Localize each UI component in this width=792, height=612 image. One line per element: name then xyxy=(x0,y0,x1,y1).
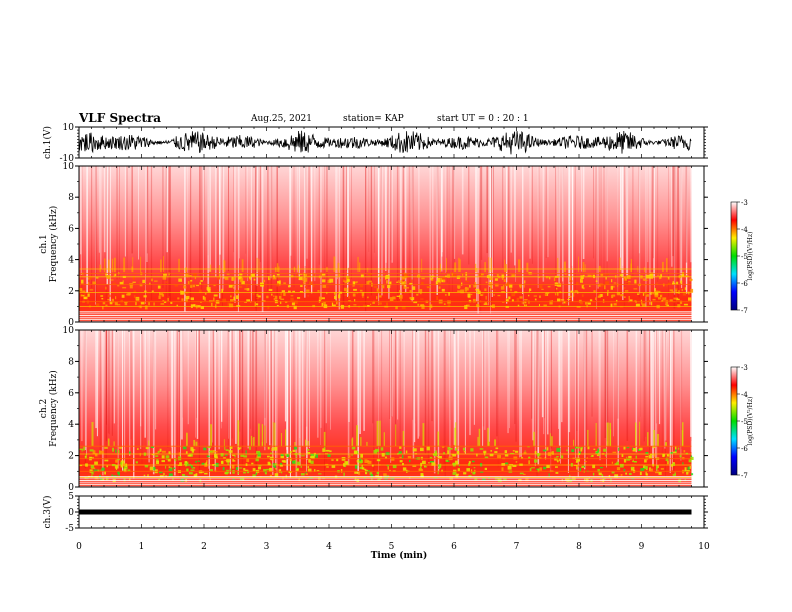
colorbar-tick-label: -7 xyxy=(741,472,748,480)
ylabel: ch.1(V) xyxy=(42,126,53,159)
colorbar-tick-label: -3 xyxy=(741,199,748,207)
xtick-label: 1 xyxy=(139,542,145,552)
xtick-label: 9 xyxy=(639,542,645,552)
colorbar-tick-label: -5 xyxy=(741,253,748,261)
ytick-label: 10 xyxy=(63,162,75,172)
ylabel: ch.1 xyxy=(39,234,49,253)
ytick-label: 8 xyxy=(68,357,74,367)
ytick-label: 4 xyxy=(68,420,74,430)
colorbar-1 xyxy=(730,201,738,311)
ytick-label: 0 xyxy=(68,483,74,493)
ch2-spectrogram-image xyxy=(79,330,694,487)
ytick-label: 2 xyxy=(68,287,74,297)
colorbar-2 xyxy=(730,366,738,476)
colorbar-tick-label: -6 xyxy=(741,280,748,288)
xtick-label: 10 xyxy=(698,542,710,552)
station-label: station= KAP xyxy=(343,114,404,124)
colorbar-tick-label: -6 xyxy=(741,445,748,453)
ytick-label: 0 xyxy=(68,318,74,328)
xtick-label: 4 xyxy=(326,542,332,552)
ylabel: Frequency (kHz) xyxy=(48,206,59,283)
start-time-label: start UT = 0 : 20 : 1 xyxy=(437,114,529,124)
xaxis-label: Time (min) xyxy=(371,550,428,561)
ylabel: ch.2 xyxy=(39,399,49,418)
ylabel: ch.3(V) xyxy=(42,496,53,529)
ytick-label: 2 xyxy=(68,452,74,462)
ytick-label: -5 xyxy=(65,524,74,534)
colorbar-tick-label: -5 xyxy=(741,418,748,426)
ytick-label: 6 xyxy=(68,389,74,399)
xtick-label: 7 xyxy=(514,542,520,552)
xtick-label: 2 xyxy=(201,542,207,552)
ch3-waveform-trace xyxy=(79,509,692,515)
date-label: Aug.25, 2021 xyxy=(251,114,312,124)
xtick-label: 5 xyxy=(389,542,395,552)
colorbar-tick-label: -3 xyxy=(741,364,748,372)
ytick-label: 10 xyxy=(63,326,75,336)
colorbar-tick-label: -7 xyxy=(741,307,748,315)
xtick-label: 8 xyxy=(576,542,582,552)
colorbar-tick-label: -4 xyxy=(741,226,748,234)
ytick-label: 5 xyxy=(68,492,74,502)
colorbar-label: log(PSD)(V²/Hz) xyxy=(747,232,754,281)
xtick-label: 6 xyxy=(451,542,457,552)
xtick-label: 0 xyxy=(76,542,82,552)
ytick-label: 0 xyxy=(68,508,74,518)
ch1-waveform-trace xyxy=(78,130,692,155)
colorbar-tick-label: -4 xyxy=(741,391,748,399)
ytick-label: 4 xyxy=(68,256,74,266)
ytick-label: -10 xyxy=(60,154,75,164)
ylabel: Frequency (kHz) xyxy=(48,370,59,447)
chart-title: VLF Spectra xyxy=(79,111,162,125)
ytick-label: 10 xyxy=(63,123,75,133)
ytick-label: 6 xyxy=(68,224,74,234)
ch1-spectrogram-image xyxy=(79,166,694,322)
xtick-label: 3 xyxy=(264,542,270,552)
colorbar-label: log(PSD)(V²/Hz) xyxy=(747,397,754,446)
ytick-label: 8 xyxy=(68,193,74,203)
